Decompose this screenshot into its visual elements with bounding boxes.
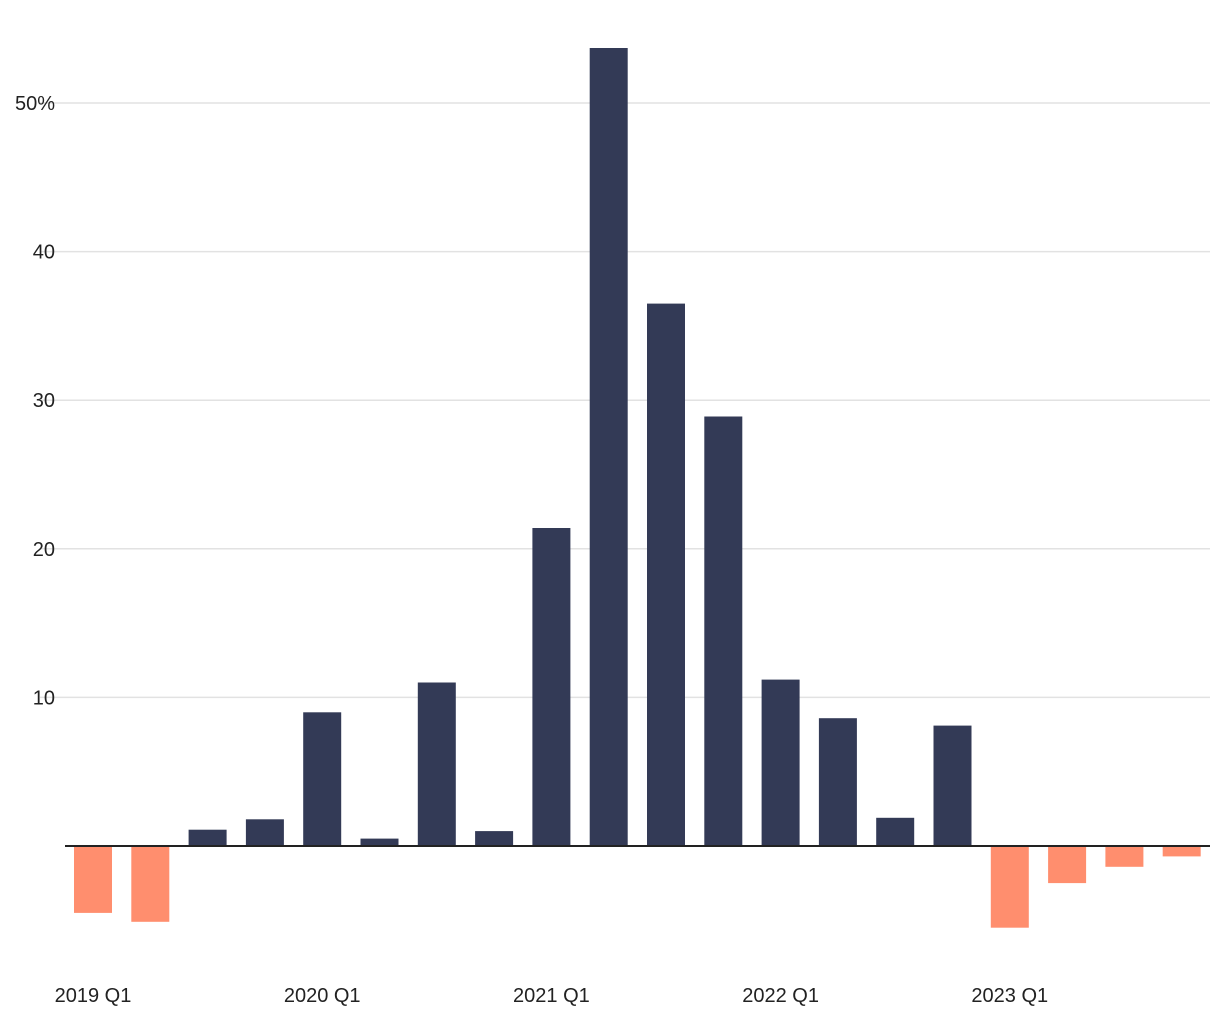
bar bbox=[360, 838, 399, 846]
bar bbox=[933, 725, 972, 846]
bar bbox=[1048, 846, 1087, 884]
x-tick-label: 2022 Q1 bbox=[742, 985, 819, 1007]
bar bbox=[131, 846, 170, 922]
bar bbox=[74, 846, 112, 913]
y-tick-label: 50% bbox=[15, 93, 55, 115]
y-tick-label: 40 bbox=[33, 242, 55, 264]
bar bbox=[1105, 846, 1144, 867]
bar bbox=[990, 846, 1029, 928]
bar bbox=[303, 712, 342, 846]
x-tick-label: 2021 Q1 bbox=[513, 985, 590, 1007]
label-layer: 10 20 30 40 50% 2019 Q1 2020 Q1 2021 Q1 2022 Q1 2… bbox=[15, 93, 1048, 1007]
bar bbox=[818, 718, 857, 846]
bar bbox=[589, 48, 628, 846]
bar bbox=[417, 682, 456, 846]
x-tick-label: 2019 Q1 bbox=[55, 985, 132, 1007]
bar bbox=[532, 528, 571, 846]
y-tick-label: 10 bbox=[33, 687, 55, 709]
bar-layer bbox=[74, 48, 1201, 928]
y-tick-label: 20 bbox=[33, 539, 55, 561]
x-tick-label: 2020 Q1 bbox=[284, 985, 361, 1007]
bar bbox=[876, 817, 915, 846]
bar bbox=[1162, 846, 1201, 857]
bar bbox=[188, 829, 227, 846]
bar bbox=[647, 303, 685, 847]
bar bbox=[475, 831, 514, 846]
bar bbox=[761, 679, 800, 846]
y-tick-label: 30 bbox=[33, 390, 55, 412]
bar bbox=[704, 416, 743, 846]
x-tick-label: 2023 Q1 bbox=[971, 985, 1048, 1007]
bar bbox=[245, 819, 284, 846]
